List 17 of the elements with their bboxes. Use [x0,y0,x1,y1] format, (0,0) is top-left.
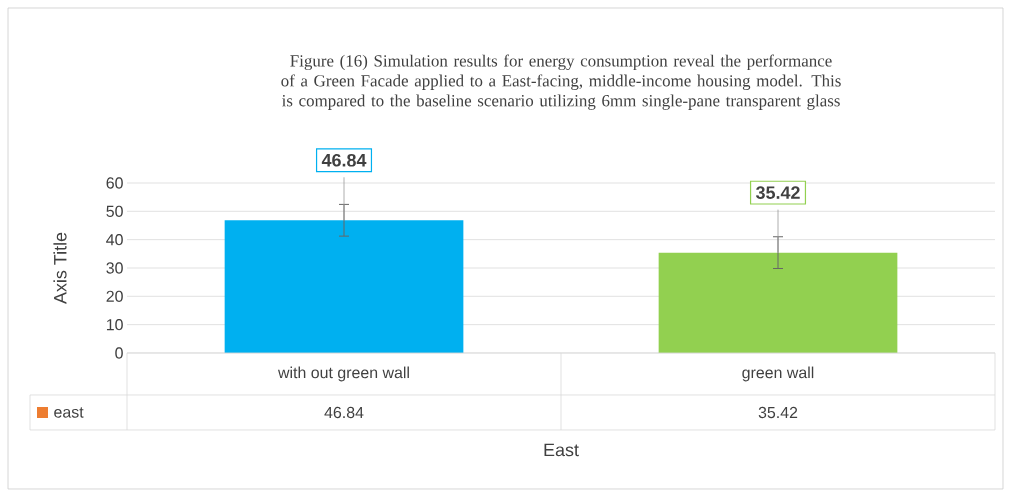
x-tick-label: green wall [742,366,814,382]
y-tick-label: 50 [106,205,123,217]
y-tick-label: 10 [106,319,123,331]
y-tick-label: 40 [106,234,123,246]
y-tick-label: 0 [115,347,123,359]
data-label: 35.42 [758,406,798,419]
text: 35.42 [755,186,800,199]
data-label: 46.84 [324,406,364,419]
y-tick-label: 60 [106,177,123,189]
y-axis-title: Axis Title [53,232,67,304]
text: east [54,407,84,418]
text: 46.84 [321,153,367,167]
x-tick-label: with out green wall [277,366,409,382]
y-tick-label: 30 [106,262,123,274]
chart-title: Figure (16) Simulation results for energy consumption reveal the performance of a Green Facade applied to a East-facing, middle-income housing model. This is compared to the baseline scenario utilizing 6mm single-pane transparent glass [281,54,841,110]
x-axis-title: East [544,443,579,457]
y-tick-label: 20 [106,290,123,302]
